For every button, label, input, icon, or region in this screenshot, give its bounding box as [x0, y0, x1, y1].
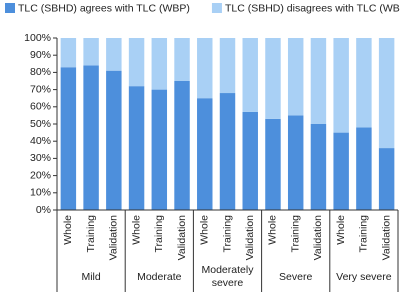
bar-segment — [151, 38, 168, 90]
bar-segment — [174, 81, 190, 210]
x-tick-label: Training — [221, 215, 233, 253]
y-tick-label: 90% — [30, 49, 51, 61]
x-tick-label: Whole — [130, 215, 142, 245]
legend-label: TLC (SBHD) disagrees with TLC (WBP) — [225, 2, 400, 14]
x-tick-label: Training — [289, 215, 301, 253]
x-tick-label: Training — [153, 215, 165, 253]
group-label: Mild — [81, 270, 101, 283]
group-label: Very severe — [336, 270, 392, 283]
group-label: Moderately severe — [201, 264, 254, 289]
x-tick-label: Validation — [176, 215, 188, 260]
bar-segment — [265, 38, 281, 119]
x-tick-label: Validation — [244, 215, 256, 260]
bar-segment — [60, 38, 77, 68]
bar-segment — [242, 38, 258, 112]
bar-segment — [378, 148, 395, 210]
x-tick-label: Validation — [108, 215, 120, 260]
legend-swatch — [5, 3, 15, 13]
x-tick-label: Training — [358, 215, 370, 253]
legend-swatch — [211, 3, 222, 13]
bar-segment — [219, 93, 236, 210]
bar-segment — [128, 38, 145, 87]
bar-segment — [378, 38, 395, 149]
x-tick-label: Whole — [335, 215, 347, 245]
y-tick-label: 80% — [30, 66, 51, 78]
x-tick-label: Validation — [312, 215, 324, 260]
bar-segment — [333, 38, 349, 133]
bar-segment — [287, 38, 304, 116]
x-tick-label: Validation — [380, 215, 392, 260]
bar-segment — [265, 118, 281, 210]
bar-segment — [128, 86, 145, 210]
bar-segment — [287, 115, 304, 210]
group-label: Moderate — [137, 270, 182, 283]
y-tick-label: 100% — [24, 32, 51, 44]
bar-segment — [106, 38, 122, 71]
bar-segment — [242, 111, 258, 210]
bar-segment — [219, 38, 236, 94]
y-tick-label: 40% — [30, 135, 51, 147]
y-tick-label: 60% — [30, 101, 51, 113]
bar-segment — [310, 124, 327, 210]
bar-segment — [151, 89, 168, 210]
legend-label: TLC (SBHD) agrees with TLC (WBP) — [18, 2, 190, 14]
x-tick-label: Whole — [267, 215, 279, 245]
bar-segment — [197, 38, 213, 99]
bar-segment — [333, 132, 349, 210]
y-tick-label: 0% — [36, 204, 51, 216]
y-tick-label: 30% — [30, 152, 51, 164]
y-tick-label: 50% — [30, 118, 51, 130]
y-tick-label: 20% — [30, 169, 51, 181]
bar-segment — [83, 38, 99, 66]
bar-segment — [356, 38, 372, 128]
x-tick-label: Whole — [62, 215, 74, 245]
x-tick-label: Whole — [199, 215, 211, 245]
group-label: Severe — [279, 270, 313, 283]
bar-segment — [310, 38, 327, 124]
bar-segment — [197, 98, 213, 210]
bar-segment — [106, 70, 122, 211]
bar-segment — [60, 67, 77, 211]
bar-segment — [356, 127, 372, 210]
bar-segment — [174, 38, 190, 81]
y-tick-label: 10% — [30, 187, 51, 199]
bar-segment — [83, 65, 99, 211]
y-tick-label: 70% — [30, 83, 51, 95]
x-tick-label: Training — [85, 215, 97, 253]
